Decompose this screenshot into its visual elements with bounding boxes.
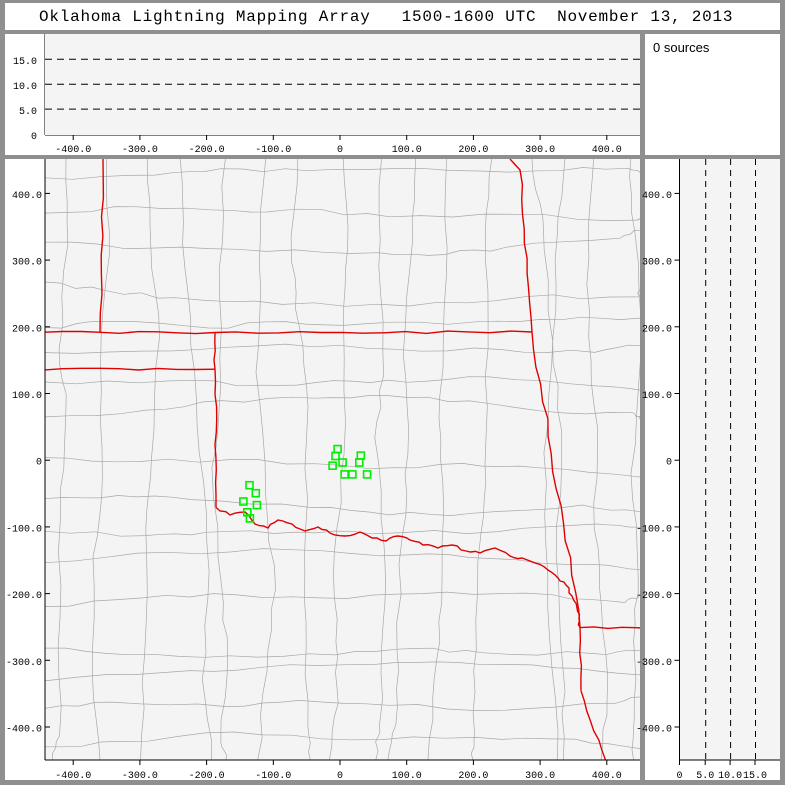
svg-text:-300.0: -300.0 <box>122 771 158 780</box>
svg-text:300.0: 300.0 <box>642 258 672 269</box>
svg-text:0: 0 <box>337 771 343 780</box>
svg-text:-100.0: -100.0 <box>255 145 291 155</box>
svg-text:-200.0: -200.0 <box>189 145 225 155</box>
svg-text:-300.0: -300.0 <box>636 658 672 669</box>
svg-text:-400.0: -400.0 <box>55 145 91 155</box>
svg-text:400.0: 400.0 <box>592 771 622 780</box>
svg-text:0: 0 <box>676 771 682 782</box>
svg-text:-100.0: -100.0 <box>255 771 291 780</box>
svg-text:-400.0: -400.0 <box>6 725 42 736</box>
svg-text:400.0: 400.0 <box>642 191 672 202</box>
svg-text:5.0: 5.0 <box>19 107 37 118</box>
svg-text:-300.0: -300.0 <box>122 145 158 155</box>
svg-text:100.0: 100.0 <box>642 391 672 402</box>
svg-text:-400.0: -400.0 <box>636 725 672 736</box>
svg-text:-200.0: -200.0 <box>6 591 42 602</box>
svg-text:-200.0: -200.0 <box>189 771 225 780</box>
svg-text:0: 0 <box>36 458 42 469</box>
svg-text:10.0: 10.0 <box>718 771 742 782</box>
svg-text:300.0: 300.0 <box>525 771 555 780</box>
svg-text:15.0: 15.0 <box>743 771 767 782</box>
svg-text:300.0: 300.0 <box>525 145 555 155</box>
svg-text:300.0: 300.0 <box>12 258 42 269</box>
svg-text:200.0: 200.0 <box>458 145 488 155</box>
svg-text:0: 0 <box>666 458 672 469</box>
svg-text:100.0: 100.0 <box>392 771 422 780</box>
svg-text:-400.0: -400.0 <box>55 771 91 780</box>
svg-text:5.0: 5.0 <box>696 771 714 782</box>
svg-text:0: 0 <box>31 132 37 143</box>
svg-text:200.0: 200.0 <box>458 771 488 780</box>
svg-text:200.0: 200.0 <box>642 324 672 335</box>
svg-text:-200.0: -200.0 <box>636 591 672 602</box>
svg-text:-300.0: -300.0 <box>6 658 42 669</box>
svg-text:100.0: 100.0 <box>392 145 422 155</box>
svg-text:200.0: 200.0 <box>12 324 42 335</box>
svg-text:-100.0: -100.0 <box>636 524 672 535</box>
svg-text:0: 0 <box>337 145 343 155</box>
svg-text:-100.0: -100.0 <box>6 524 42 535</box>
svg-text:400.0: 400.0 <box>12 191 42 202</box>
svg-text:100.0: 100.0 <box>12 391 42 402</box>
svg-text:400.0: 400.0 <box>592 145 622 155</box>
svg-text:15.0: 15.0 <box>13 57 37 68</box>
svg-text:10.0: 10.0 <box>13 82 37 93</box>
